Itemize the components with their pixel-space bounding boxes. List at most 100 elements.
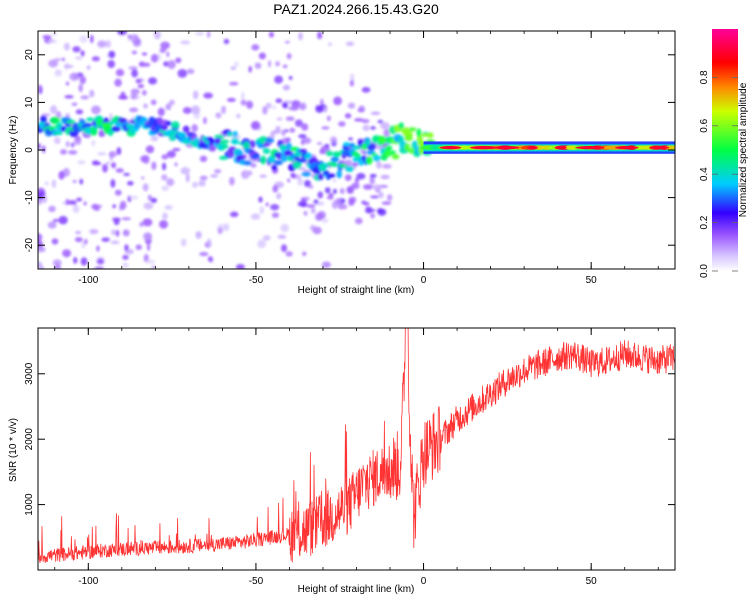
spectral-ridge-blob: [342, 142, 351, 147]
spectral-blob: [328, 192, 334, 197]
spectral-blob: [91, 56, 100, 62]
spectral-ridge-blob: [384, 145, 393, 151]
spectral-blob: [303, 210, 308, 216]
spectral-blob: [207, 256, 214, 263]
spectral-blob: [185, 173, 190, 183]
spectral-blob: [338, 121, 346, 127]
spectral-blob: [73, 257, 78, 264]
spectral-blob: [286, 53, 292, 60]
spectral-blob: [129, 34, 139, 42]
spectral-blob: [302, 137, 312, 144]
spectral-ridge-blob: [165, 120, 172, 126]
spectral-blob: [268, 31, 275, 38]
spectral-blob: [192, 90, 199, 100]
spectral-blob: [332, 178, 337, 183]
spectral-blob: [321, 126, 330, 130]
spectral-blob: [122, 262, 129, 268]
spectral-ridge-blob: [365, 156, 373, 165]
spectral-blob: [182, 107, 192, 114]
snr-x-label: Height of straight line (km): [298, 584, 415, 595]
spectral-blob: [241, 91, 245, 101]
spectral-blob: [112, 204, 117, 209]
spectral-blob: [298, 167, 307, 171]
spectral-ridge-blob: [328, 173, 336, 178]
x-tick-label: -100: [78, 275, 98, 286]
spectral-blob: [326, 115, 331, 122]
spectral-blob: [229, 211, 239, 218]
spectral-blob: [203, 92, 214, 99]
spectral-ridge-blob: [317, 173, 324, 181]
spectral-blob: [151, 265, 156, 269]
spectral-blob: [38, 142, 41, 150]
spectral-blob: [72, 179, 77, 183]
spectral-blob: [275, 61, 280, 67]
spectral-ridge-blob: [416, 128, 422, 138]
spectral-blob: [319, 148, 324, 155]
spectral-blob: [213, 169, 222, 174]
spectral-blob: [89, 34, 94, 44]
spectral-blob: [280, 244, 288, 253]
spectral-blob: [51, 238, 59, 245]
spectral-blob: [131, 69, 138, 78]
spectral-ridge-blob: [230, 137, 240, 145]
spectral-blob: [257, 239, 267, 249]
spectral-blob: [203, 116, 207, 125]
spectral-blob: [172, 147, 181, 152]
spectral-ridge-blob: [404, 143, 410, 151]
spectral-blob: [54, 263, 61, 269]
x-tick-label: -50: [249, 275, 264, 286]
spectral-blob: [72, 46, 81, 53]
spectral-blob: [102, 163, 108, 173]
spectral-blob: [361, 86, 371, 93]
spectral-blob: [91, 140, 96, 146]
spectral-blob: [370, 111, 381, 115]
spectral-ridge-blob: [427, 132, 434, 139]
spectral-blob: [119, 200, 127, 210]
spectral-blob: [151, 161, 157, 171]
spectral-blob: [135, 244, 142, 251]
spectral-blob: [63, 64, 74, 69]
spectral-blob: [386, 194, 393, 201]
spectral-blob: [297, 178, 304, 186]
spectral-blob: [326, 195, 334, 200]
spectral-blob: [250, 213, 261, 220]
spectral-blob: [300, 198, 307, 205]
spectral-blob: [74, 56, 83, 60]
spectral-blob: [128, 66, 138, 70]
spectral-ridge-blob: [260, 155, 267, 165]
y-tick-label: 20: [24, 49, 35, 61]
spectral-ridge-blob: [182, 125, 190, 133]
spectral-blob: [180, 40, 191, 45]
spectral-blob: [80, 257, 88, 266]
spectral-blob: [74, 237, 83, 243]
spectral-blob: [301, 123, 309, 131]
spectral-blob: [72, 140, 82, 146]
spectral-blob: [38, 233, 43, 242]
spectral-blob: [80, 95, 90, 100]
spectral-blob: [97, 40, 107, 48]
y-tick-label: 0: [24, 147, 35, 153]
spectral-ridge-blob: [265, 137, 275, 144]
spectral-blob: [38, 261, 42, 269]
spectral-blob: [91, 203, 99, 210]
spectral-blob: [157, 107, 165, 117]
spectral-ridge-blob: [148, 116, 156, 126]
spectral-blob: [240, 99, 247, 106]
spectral-blob: [79, 34, 88, 43]
x-tick-label: -50: [249, 576, 264, 587]
spectral-blob: [58, 215, 68, 225]
spectral-blob: [378, 191, 384, 199]
spectrogram-y-ticks: -20 -10 0 10 20: [24, 49, 675, 252]
spectral-blob: [322, 218, 329, 224]
spectral-blob: [91, 160, 100, 166]
spectral-blob: [298, 134, 307, 139]
spectral-blob: [380, 122, 390, 130]
spectral-blob: [150, 99, 157, 106]
spectral-blob: [354, 217, 363, 225]
spectral-blob: [131, 50, 138, 55]
spectral-blob: [52, 218, 59, 223]
spectral-blob: [235, 264, 245, 269]
band-peak: [575, 146, 605, 150]
spectral-blob: [268, 60, 272, 68]
spectral-blob: [344, 174, 352, 181]
